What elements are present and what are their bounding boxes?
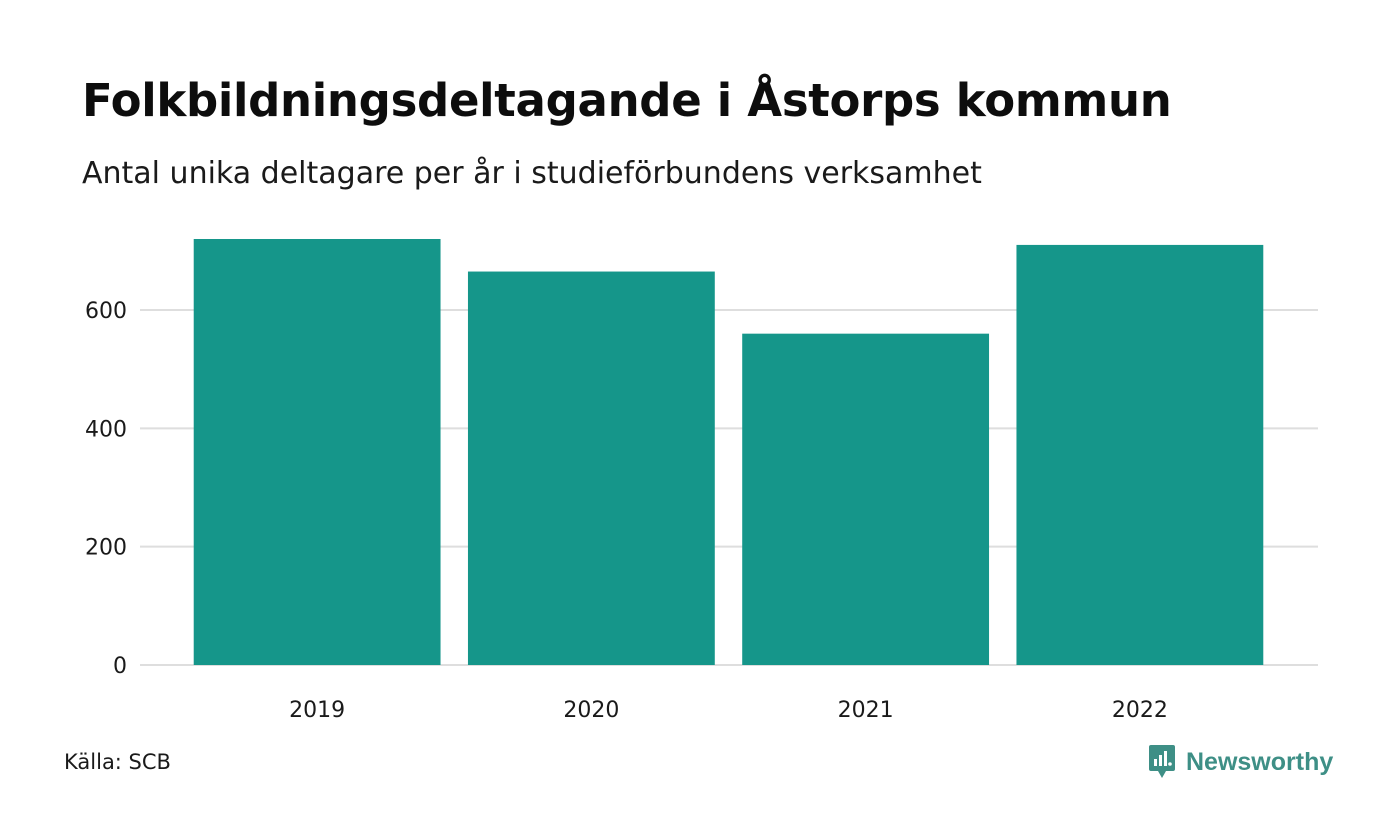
y-tick-label-0: 0 — [113, 654, 127, 679]
y-axis-ticks: 0 200 400 600 — [85, 299, 127, 679]
bar-2019 — [193, 239, 441, 665]
y-tick-label-200: 200 — [85, 536, 127, 561]
x-tick-label-2021: 2021 — [838, 698, 894, 723]
bar-2022 — [1016, 244, 1264, 665]
bar-2020 — [467, 271, 715, 665]
x-tick-label-2019: 2019 — [289, 698, 345, 723]
chart-title: Folkbildningsdeltagande i Åstorps kommun — [82, 74, 1172, 127]
y-tick-label-400: 400 — [85, 417, 127, 442]
x-axis-ticks: 2019 2020 2021 2022 — [289, 698, 1168, 723]
x-tick-label-2020: 2020 — [563, 698, 619, 723]
source-note: Källa: SCB — [64, 750, 171, 774]
brand-logo: Newsworthy — [1148, 744, 1333, 780]
x-tick-label-2022: 2022 — [1112, 698, 1168, 723]
bar-2021 — [742, 333, 990, 665]
brand-name: Newsworthy — [1186, 747, 1334, 776]
y-tick-label-600: 600 — [85, 299, 127, 324]
newsworthy-logo-icon — [1149, 745, 1175, 778]
bars — [193, 239, 1264, 665]
chart-subtitle: Antal unika deltagare per år i studieför… — [82, 156, 982, 191]
